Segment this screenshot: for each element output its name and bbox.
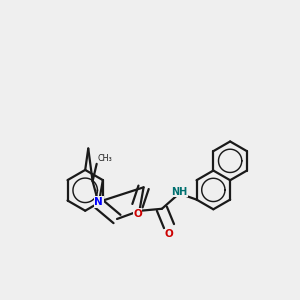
Text: N: N xyxy=(94,197,103,207)
Text: CH₃: CH₃ xyxy=(97,154,112,163)
Text: O: O xyxy=(133,209,142,219)
Text: NH: NH xyxy=(171,187,187,197)
Text: O: O xyxy=(165,229,173,239)
